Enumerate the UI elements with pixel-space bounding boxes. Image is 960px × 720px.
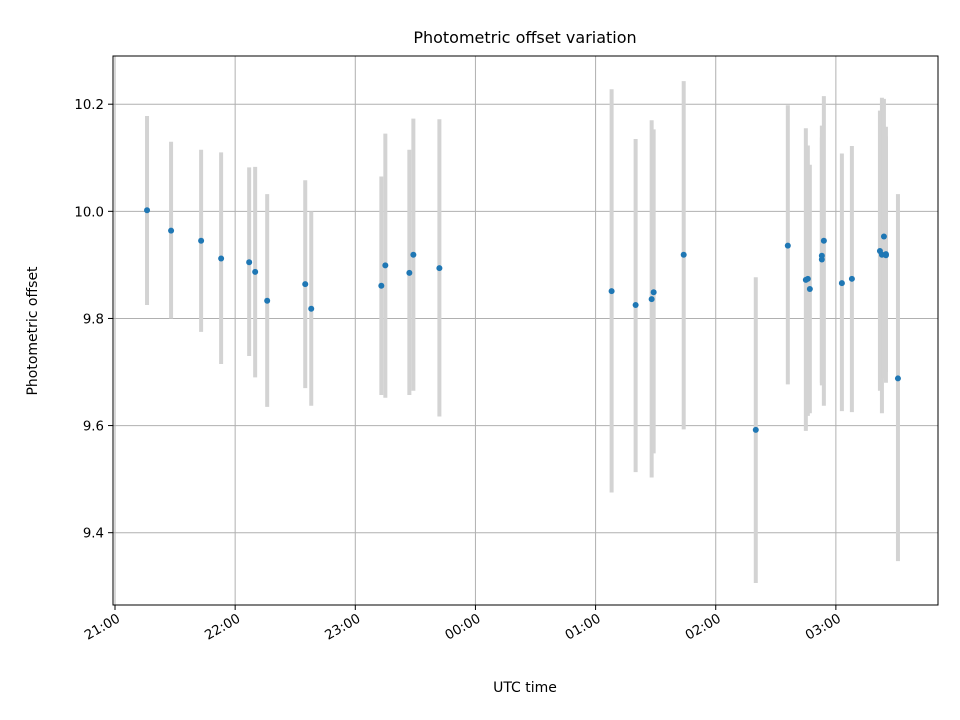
data-point (838, 280, 845, 287)
data-point (378, 282, 385, 289)
x-tick-label: 02:00 (683, 611, 724, 643)
data-point (820, 237, 827, 244)
error-bars (145, 81, 900, 584)
y-tick-label: 9.6 (83, 420, 104, 435)
data-point (218, 255, 225, 262)
x-tick-label: 01:00 (563, 611, 604, 643)
data-point (198, 237, 205, 244)
x-tick-label: 03:00 (803, 611, 844, 643)
y-tick-label: 10.0 (74, 205, 104, 220)
data-point (680, 251, 687, 258)
data-points (144, 207, 901, 433)
data-point (650, 289, 657, 296)
data-point (632, 302, 639, 309)
x-tick-label: 23:00 (323, 611, 364, 643)
y-axis: 9.4 9.6 9.8 10.0 10.2 (74, 98, 113, 542)
plot-area-frame (112, 55, 939, 606)
data-point (882, 251, 889, 258)
data-point (806, 285, 813, 292)
data-point (406, 269, 413, 276)
y-axis-label: Photometric offset (25, 266, 41, 396)
data-point (648, 296, 655, 303)
data-point (246, 259, 253, 266)
data-point (264, 297, 271, 304)
x-tick-label: 22:00 (202, 611, 243, 643)
data-point (382, 262, 389, 269)
y-tick-label: 9.8 (83, 312, 104, 327)
data-point (436, 265, 443, 272)
data-point (608, 288, 615, 295)
data-point (410, 251, 417, 258)
x-axis-label: UTC time (493, 680, 557, 696)
data-point (848, 275, 855, 282)
chart-title: Photometric offset variation (413, 28, 636, 47)
y-tick-label: 10.2 (74, 98, 104, 113)
data-point (784, 242, 791, 249)
x-tick-label: 00:00 (443, 611, 484, 643)
data-point (302, 281, 309, 288)
grid (113, 56, 938, 605)
data-point (144, 207, 151, 214)
data-point (880, 233, 887, 240)
data-point (252, 268, 259, 275)
data-point (894, 375, 901, 382)
data-point (308, 305, 315, 312)
data-point (804, 275, 811, 282)
y-tick-label: 9.4 (83, 527, 104, 542)
data-point (168, 227, 175, 234)
x-tick-label: 21:00 (82, 611, 123, 643)
data-point (818, 252, 825, 259)
data-point (752, 426, 759, 433)
x-axis: 21:00 22:00 23:00 00:00 01:00 02:00 03:00 (82, 605, 844, 644)
